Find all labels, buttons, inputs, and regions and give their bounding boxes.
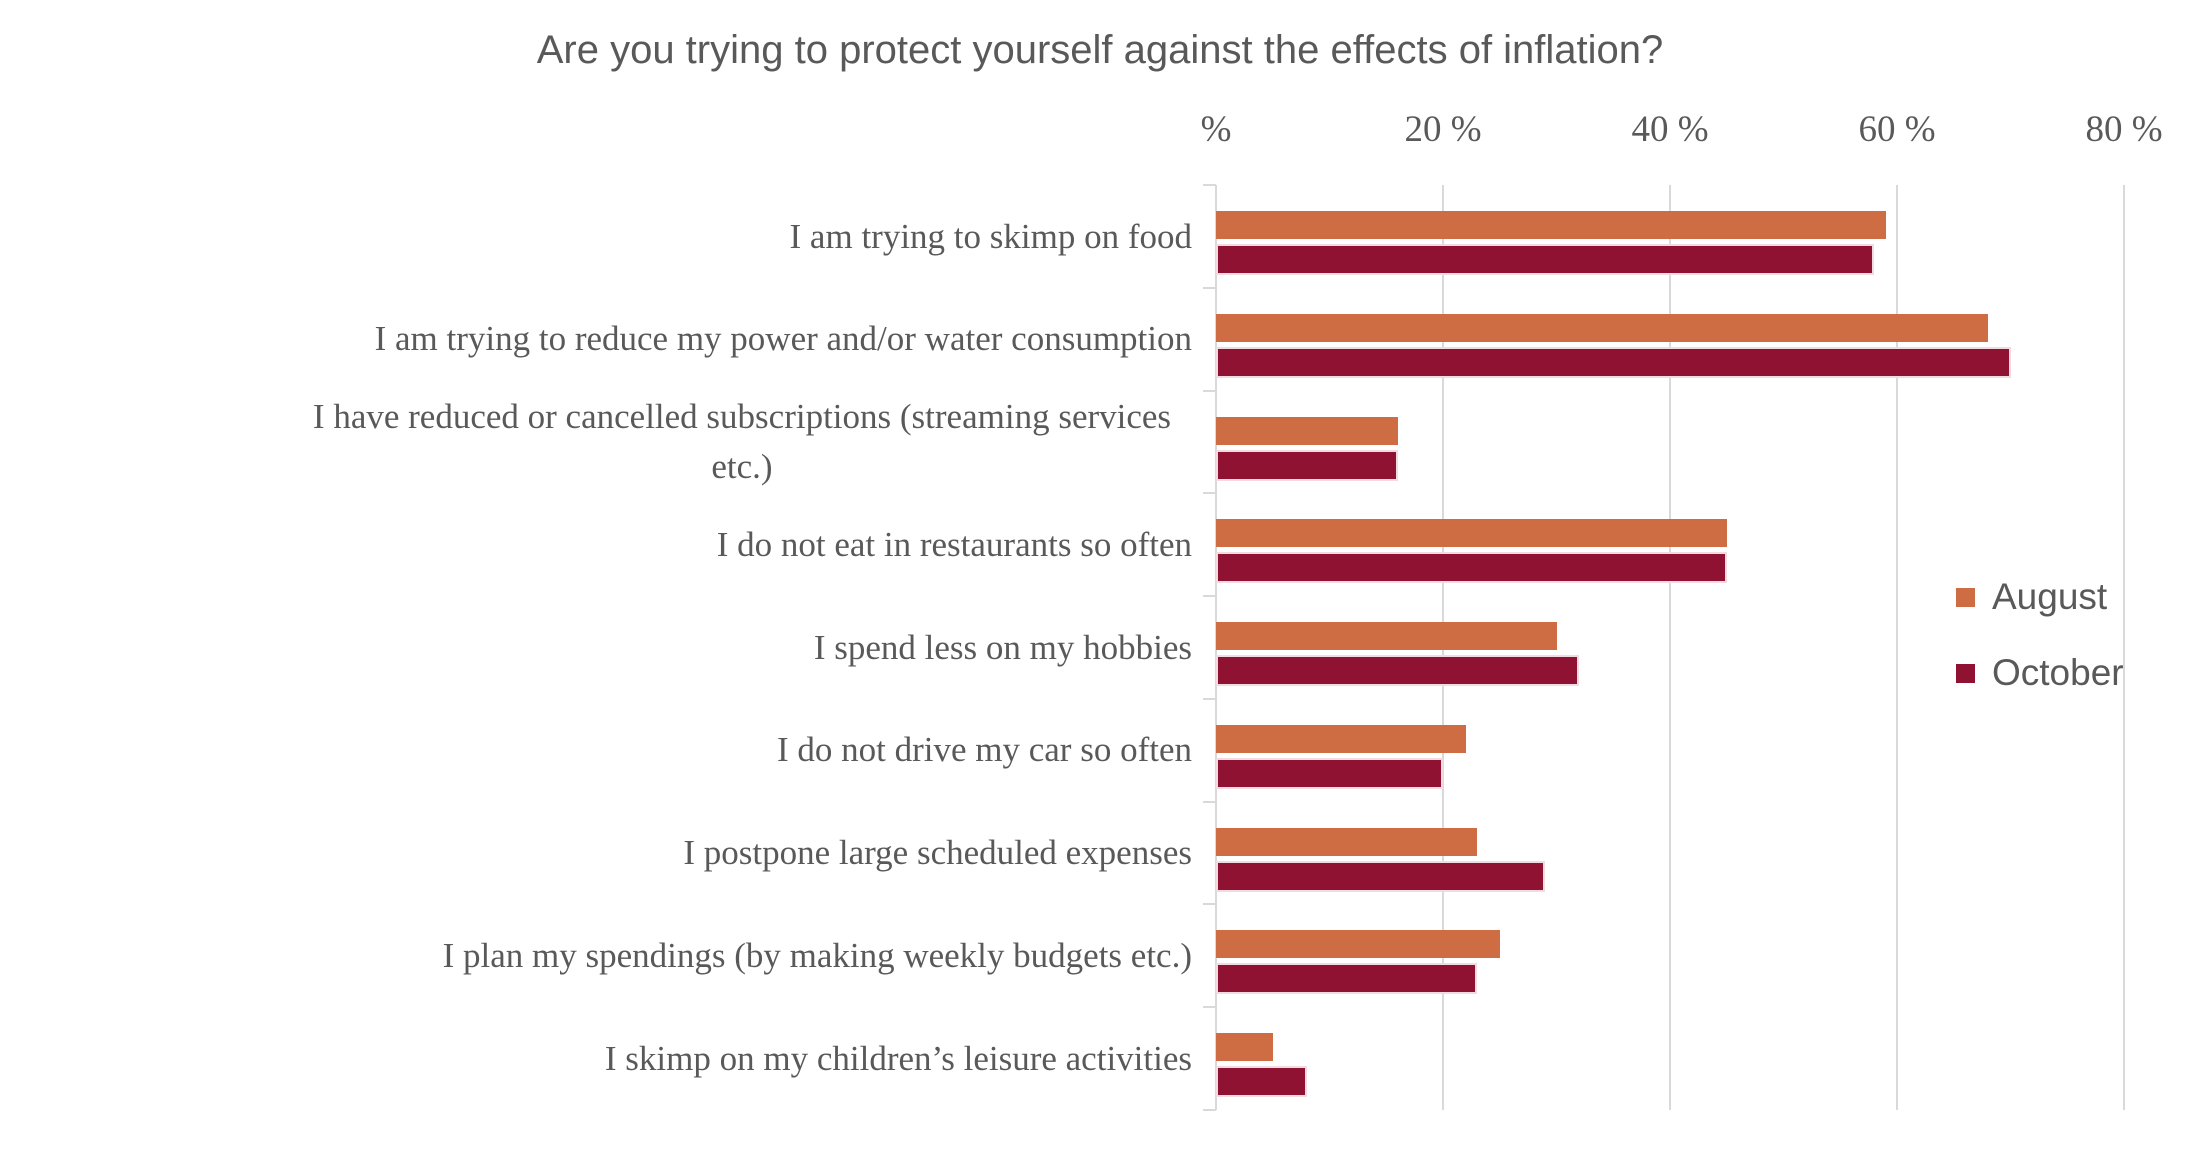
y-axis-tick-4 [1203, 595, 1216, 598]
category-label-row: I am trying to skimp on food [0, 185, 1192, 288]
bar-august-4 [1216, 622, 1557, 651]
x-tick-label-20: 20 % [1404, 109, 1482, 150]
category-label-row: I postpone large scheduled expenses [0, 802, 1192, 905]
category-label-row: I spend less on my hobbies [0, 596, 1192, 699]
category-label: I postpone large scheduled expenses [683, 833, 1192, 873]
bar-october-7 [1216, 963, 1478, 995]
category-label: I do not eat in restaurants so often [716, 524, 1192, 564]
bar-october-6 [1216, 860, 1546, 892]
bar-october-4 [1216, 655, 1580, 687]
gridline-60 [1896, 185, 1898, 1110]
bar-august-5 [1216, 724, 1466, 753]
bar-august-8 [1216, 1033, 1273, 1062]
bar-october-8 [1216, 1066, 1307, 1098]
category-label: I plan my spendings (by making weekly bu… [442, 935, 1192, 975]
bar-october-0 [1216, 244, 1875, 275]
legend: August October [1956, 576, 2124, 730]
category-label-row: I skimp on my children’s leisure activit… [0, 1007, 1192, 1110]
gridline-40 [1669, 185, 1671, 1110]
bar-august-1 [1216, 313, 1988, 342]
bar-october-5 [1216, 757, 1443, 789]
legend-swatch-october [1956, 663, 1975, 683]
category-label-row: I do not drive my car so often [0, 699, 1192, 802]
legend-item-october: October [1956, 652, 2124, 693]
x-tick-label-40: 40 % [1631, 109, 1709, 150]
category-label: I am trying to skimp on food [789, 216, 1192, 256]
y-axis-tick-6 [1203, 800, 1216, 803]
category-label: I am trying to reduce my power and/or wa… [374, 319, 1192, 359]
legend-swatch-august [1956, 587, 1975, 607]
bar-august-6 [1216, 827, 1478, 856]
x-tick-label-0: % [1200, 109, 1232, 150]
category-label-row: I am trying to reduce my power and/or wa… [0, 288, 1192, 391]
gridline-80 [2123, 185, 2125, 1110]
category-label-row: I plan my spendings (by making weekly bu… [0, 904, 1192, 1007]
bar-october-1 [1216, 346, 2011, 378]
bar-august-2 [1216, 416, 1398, 445]
bar-august-7 [1216, 930, 1500, 959]
bar-october-2 [1216, 449, 1398, 481]
bar-august-3 [1216, 519, 1727, 548]
y-axis-tick-1 [1203, 286, 1216, 289]
y-axis-tick-2 [1203, 389, 1216, 392]
y-axis-tick-7 [1203, 903, 1216, 906]
legend-item-august: August [1956, 576, 2124, 617]
x-tick-label-60: 60 % [1858, 109, 1936, 150]
category-label: I have reduced or cancelled subscription… [312, 397, 1172, 486]
category-label-row: I do not eat in restaurants so often [0, 493, 1192, 596]
bar-october-3 [1216, 552, 1727, 584]
category-label: I spend less on my hobbies [813, 627, 1192, 667]
y-axis-tick-0 [1203, 184, 1216, 186]
y-axis-tick-3 [1203, 492, 1216, 495]
y-axis-tick-9 [1203, 1109, 1216, 1111]
chart-title: Are you trying to protect yourself again… [536, 28, 1664, 72]
y-axis-tick-8 [1203, 1006, 1216, 1009]
bar-august-0 [1216, 211, 1886, 239]
category-label: I do not drive my car so often [776, 730, 1192, 770]
y-axis-tick-5 [1203, 697, 1216, 700]
x-tick-label-80: 80 % [2085, 109, 2163, 150]
legend-label: August [1992, 576, 2108, 617]
legend-label: October [1992, 652, 2124, 693]
category-label: I skimp on my children’s leisure activit… [604, 1038, 1192, 1078]
category-label-row: I have reduced or cancelled subscription… [0, 391, 1192, 494]
